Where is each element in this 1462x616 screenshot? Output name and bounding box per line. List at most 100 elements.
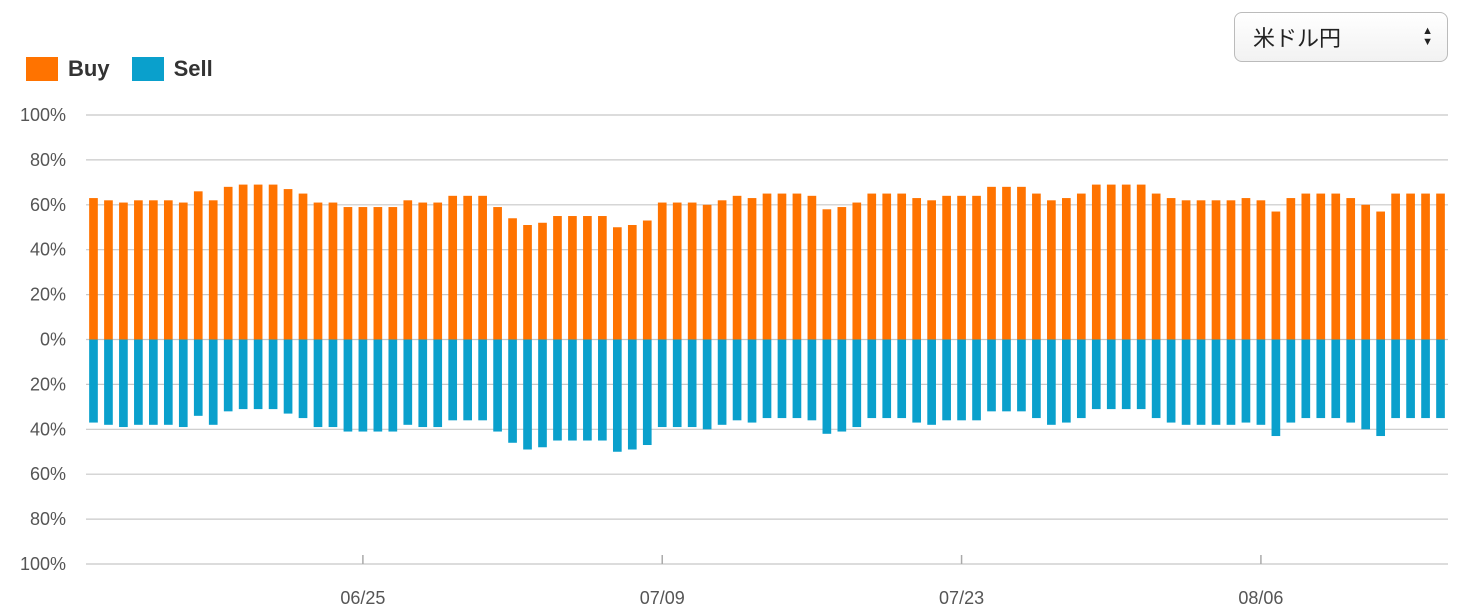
buy-bar [104,200,113,340]
sell-bar [598,339,607,441]
currency-pair-select[interactable]: 米ドル円 ▲ ▼ [1234,12,1448,62]
buy-bar [508,218,517,340]
buy-bar [598,216,607,340]
sell-bar [433,339,443,428]
sell-bar [343,339,353,432]
buy-bar [268,184,278,340]
buy-bar [657,202,667,340]
buy-bar [672,202,682,340]
buy-bar [583,216,592,340]
buy-bar [1196,200,1206,340]
buy-bar [193,191,203,340]
sell-bar [1062,339,1071,423]
sell-bar [523,339,532,450]
buy-bar [343,207,353,340]
y-tick-label: 100% [20,554,66,574]
buy-bar [403,200,413,340]
buy-bar [328,202,338,340]
sell-bar [463,339,472,421]
buy-bar [702,204,712,340]
sell-bar [1391,339,1400,419]
sell-bar [583,339,592,441]
sell-bar [987,339,996,412]
sell-bar [298,339,308,419]
sell-bar [1256,339,1266,425]
buy-bar [927,200,936,340]
buy-bar [1436,193,1445,340]
sell-bar [687,339,697,428]
y-tick-label: 100% [20,105,66,125]
sell-bar [1271,339,1281,437]
buy-bar [1032,193,1041,340]
buy-bar [1331,193,1341,340]
sell-bar [508,339,517,443]
sell-bar [612,339,622,452]
y-tick-label: 0% [40,330,66,350]
buy-bar [119,202,128,340]
sell-bar [1106,339,1116,410]
x-tick-label: 08/06 [1238,588,1283,608]
sell-bar [104,339,113,425]
buy-bar [1256,200,1266,340]
legend-label-sell: Sell [173,56,213,81]
sell-bar [1181,339,1191,425]
buy-bar [1391,193,1400,340]
y-tick-label: 20% [30,285,66,305]
sell-bar [1346,339,1356,423]
buy-bar [1421,193,1430,340]
sell-bar [762,339,772,419]
sell-bar [1017,339,1026,412]
buy-bar [178,202,188,340]
buy-bar [642,220,652,340]
buy-bar [912,198,922,340]
buy-bar [388,207,398,340]
sell-bar [119,339,128,428]
buy-bar [762,193,772,340]
buy-bar [253,184,263,340]
buy-bar [448,195,458,340]
buy-bar [852,202,862,340]
sell-bar [1196,339,1206,425]
sell-bar [1226,339,1236,425]
buy-bar [1136,184,1146,340]
buy-bar [897,193,907,340]
sell-bar [418,339,428,428]
sell-bar [852,339,862,428]
buy-bar [208,200,218,340]
legend-item-sell[interactable]: Sell [131,56,213,82]
sell-bar [1151,339,1161,419]
buy-bar [627,225,637,340]
buy-bar [987,186,996,340]
sell-bar [388,339,398,432]
sell-bar [927,339,936,425]
buy-bar [478,195,487,340]
sell-bar [1121,339,1131,410]
buy-bar [747,198,757,340]
sell-bar [1436,339,1445,419]
sell-bar [478,339,487,421]
buy-bar [1091,184,1101,340]
buy-bar [553,216,562,340]
sell-bar [702,339,712,430]
y-tick-label: 40% [30,240,66,260]
sell-bar [882,339,892,419]
buy-bar [1406,193,1415,340]
sell-bar [149,339,158,425]
buy-bar [777,193,787,340]
buy-bar [463,195,472,340]
sell-bar [1316,339,1326,419]
sell-bar [1211,339,1221,425]
sell-bar [1301,339,1311,419]
buy-bar [822,209,832,340]
sell-bar [568,339,577,441]
sell-bar [208,339,218,425]
buy-bar [358,207,368,340]
sell-bar [268,339,278,410]
buy-bar [1076,193,1086,340]
buy-bar [238,184,248,340]
sell-bar [1166,339,1176,423]
legend-item-buy[interactable]: Buy [26,56,110,82]
sell-bar [1076,339,1086,419]
buy-bar [612,227,622,340]
